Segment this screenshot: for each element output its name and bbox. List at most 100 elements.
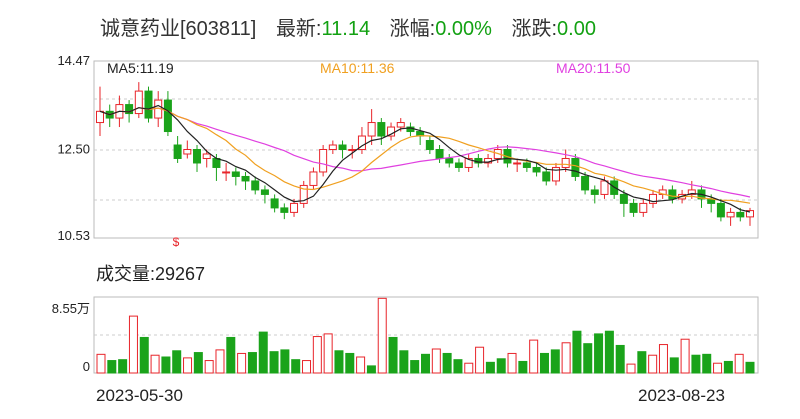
volume-bar-down	[258, 331, 268, 374]
candle-up	[96, 110, 104, 124]
volume-bar-up	[507, 352, 517, 374]
candle-up	[513, 162, 522, 165]
candle-down	[377, 122, 386, 137]
candle-up	[222, 171, 231, 174]
volume-bar-up	[626, 363, 636, 374]
volume-bar-down	[518, 360, 528, 374]
volume-bar-down	[604, 330, 614, 374]
change-label: 涨跌:	[511, 18, 558, 40]
x-tick-start: 2023-05-30	[96, 386, 183, 405]
volume-bar-down	[291, 359, 301, 374]
candle-down	[532, 166, 541, 173]
candle-down	[270, 198, 279, 209]
volume-bar-down	[421, 353, 430, 374]
volume-bar-down	[280, 349, 290, 374]
candle-up	[134, 90, 143, 115]
candle-up	[746, 210, 754, 218]
volume-bar-up	[312, 336, 322, 374]
price-y-tick-label: 12.50	[57, 142, 90, 157]
event-marker: $	[173, 235, 180, 249]
candle-down	[260, 189, 269, 195]
legend-ma5: MA5:11.19	[107, 60, 174, 76]
candle-down	[435, 149, 444, 159]
volume-bar-up	[734, 353, 744, 374]
volume-bar-up	[529, 339, 539, 374]
volume-bar-down	[334, 350, 344, 374]
candle-up	[396, 122, 405, 128]
volume-bar-down	[366, 365, 376, 374]
volume-bar-down	[269, 351, 279, 374]
volume-bar-down	[550, 349, 560, 374]
volume-bar-up	[648, 354, 658, 374]
candle-up	[328, 144, 337, 150]
volume-y-tick-zero: 0	[83, 359, 90, 374]
volume-bar-down	[247, 352, 257, 374]
volume-bar-up	[128, 315, 138, 374]
volume-bar-down	[226, 336, 236, 374]
volume-bar-up	[431, 348, 441, 374]
volume-bar-up	[713, 362, 723, 374]
volume-bar-down	[702, 353, 712, 374]
volume-bar-down	[399, 350, 409, 374]
candle-up	[551, 166, 560, 182]
volume-bar-up	[215, 349, 225, 374]
volume-bar-up	[658, 344, 668, 374]
candle-up	[387, 126, 396, 137]
volume-bar-down	[572, 330, 582, 374]
candle-down	[590, 189, 599, 195]
volume-bar-down	[669, 357, 679, 374]
candle-up	[202, 153, 211, 159]
volume-bar-down	[345, 352, 355, 374]
volume-bar-up	[561, 342, 571, 374]
volume-bar-down	[615, 344, 625, 374]
candle-up	[319, 149, 328, 173]
candle-up	[309, 171, 318, 186]
volume-bar-down	[691, 354, 701, 374]
candle-down	[231, 171, 240, 177]
candle-down	[571, 157, 580, 177]
ma10-line	[99, 107, 751, 204]
volume-bar-down	[442, 352, 452, 374]
change-pct-value: 0.00%	[435, 18, 492, 40]
volume-bar-down	[453, 359, 463, 374]
candle-up	[464, 157, 473, 168]
candle-down	[522, 162, 531, 168]
price-y-tick-label: 14.47	[57, 53, 90, 68]
candle-down	[280, 207, 289, 213]
volume-bar-down	[161, 356, 171, 374]
x-tick-end: 2023-08-23	[638, 386, 725, 405]
stock-name-code: 诚意药业[603811]	[100, 18, 257, 40]
candle-up	[687, 189, 696, 195]
candle-down	[629, 202, 638, 213]
volume-bar-up	[356, 356, 366, 374]
candle-down	[193, 149, 202, 164]
candle-up	[726, 211, 735, 218]
candle-down	[425, 140, 434, 150]
change-value: 0.00	[557, 18, 596, 40]
candle-down	[163, 99, 172, 133]
candle-up	[367, 122, 376, 137]
change-pct-label: 涨幅:	[389, 18, 436, 40]
candle-down	[445, 157, 454, 164]
candle-down	[716, 202, 725, 218]
volume-bar-down	[139, 336, 149, 374]
candle-up	[183, 149, 192, 155]
candle-down	[668, 189, 677, 200]
volume-bar-down	[118, 359, 128, 374]
volume-bar-up	[323, 333, 333, 374]
candle-up	[348, 149, 357, 151]
volume-bar-up	[680, 338, 690, 374]
stock-header: 诚意药业[603811] 最新:11.14 涨幅:0.00% 涨跌:0.00	[100, 12, 596, 41]
volume-bar-up	[475, 346, 485, 374]
candle-down	[125, 104, 134, 115]
candle-down	[454, 162, 463, 168]
candle-up	[357, 135, 366, 150]
candle-down	[736, 211, 745, 218]
ma20-line	[99, 107, 751, 198]
candle-down	[581, 175, 590, 191]
volume-bar-down	[583, 343, 593, 374]
volume-bar-up	[204, 360, 214, 374]
volume-bar-down	[107, 360, 117, 374]
volume-bar-down	[193, 352, 203, 374]
latest-price-value: 11.14	[321, 18, 371, 40]
